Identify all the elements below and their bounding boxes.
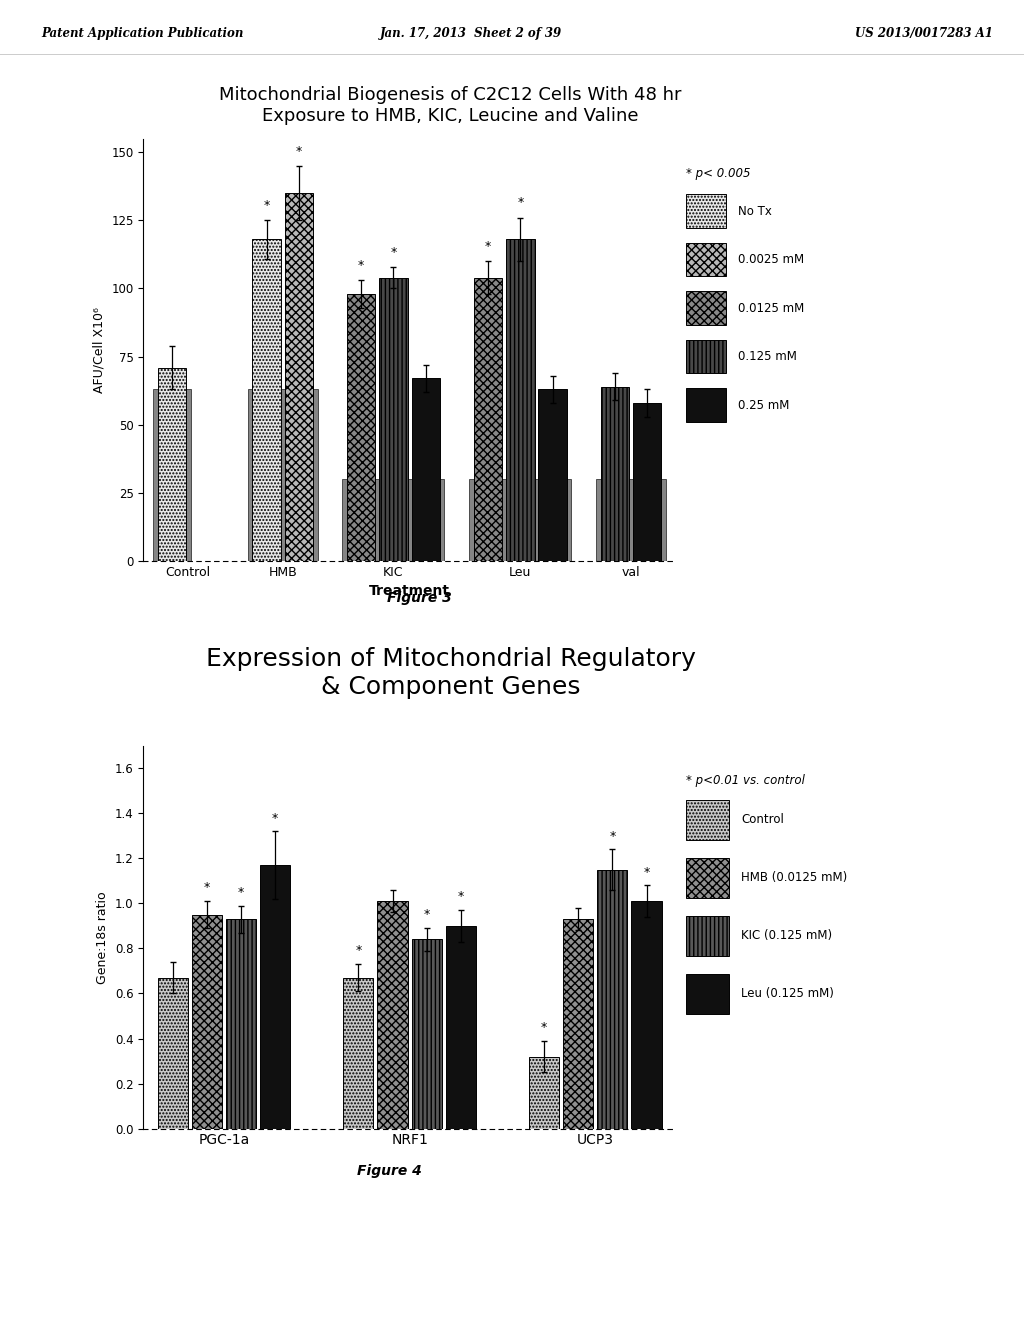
- Text: *: *: [358, 259, 365, 272]
- Bar: [469, 479, 571, 561]
- Bar: [686, 243, 726, 276]
- Text: Mitochondrial Biogenesis of C2C12 Cells With 48 hr
Exposure to HMB, KIC, Leucine: Mitochondrial Biogenesis of C2C12 Cells …: [219, 86, 682, 124]
- Bar: [597, 870, 628, 1129]
- Text: * p< 0.005: * p< 0.005: [686, 166, 751, 180]
- Text: *: *: [204, 882, 210, 895]
- Text: *: *: [458, 891, 464, 903]
- Bar: [686, 388, 726, 421]
- Bar: [260, 865, 291, 1129]
- Text: *: *: [643, 866, 649, 879]
- Text: Control: Control: [741, 813, 784, 826]
- Text: Leu (0.125 mM): Leu (0.125 mM): [741, 987, 835, 1001]
- Bar: [412, 379, 440, 561]
- Bar: [445, 925, 476, 1129]
- Text: *: *: [238, 886, 244, 899]
- Text: *: *: [484, 240, 492, 253]
- Text: 0.25 mM: 0.25 mM: [737, 399, 790, 412]
- Y-axis label: Gene:18s ratio: Gene:18s ratio: [96, 891, 110, 983]
- Bar: [226, 919, 256, 1129]
- Bar: [412, 940, 441, 1129]
- Bar: [596, 479, 666, 561]
- Text: 0.0125 mM: 0.0125 mM: [737, 301, 804, 314]
- Bar: [379, 277, 408, 561]
- Bar: [154, 389, 190, 561]
- Bar: [378, 902, 408, 1129]
- Bar: [601, 387, 629, 561]
- Bar: [563, 919, 593, 1129]
- Text: Jan. 17, 2013  Sheet 2 of 39: Jan. 17, 2013 Sheet 2 of 39: [380, 26, 562, 40]
- Bar: [248, 389, 317, 561]
- Y-axis label: AFU/Cell X10⁶: AFU/Cell X10⁶: [93, 306, 105, 393]
- Bar: [191, 915, 222, 1129]
- Text: Patent Application Publication: Patent Application Publication: [41, 26, 244, 40]
- Text: HMB (0.0125 mM): HMB (0.0125 mM): [741, 871, 848, 884]
- Text: 0.125 mM: 0.125 mM: [737, 350, 797, 363]
- Bar: [539, 389, 567, 561]
- X-axis label: Treatment: Treatment: [369, 585, 451, 598]
- Text: KIC (0.125 mM): KIC (0.125 mM): [741, 929, 833, 942]
- Bar: [633, 403, 662, 561]
- Text: * p<0.01 vs. control: * p<0.01 vs. control: [686, 774, 805, 787]
- Bar: [596, 479, 666, 561]
- Bar: [347, 294, 376, 561]
- Text: *: *: [272, 812, 279, 825]
- Text: *: *: [541, 1022, 547, 1034]
- Bar: [158, 978, 187, 1129]
- Text: *: *: [424, 908, 430, 921]
- Text: Figure 3: Figure 3: [387, 591, 453, 606]
- Bar: [248, 389, 317, 561]
- Bar: [342, 479, 444, 561]
- Bar: [686, 341, 726, 374]
- Bar: [285, 193, 313, 561]
- Bar: [469, 479, 571, 561]
- Bar: [252, 239, 281, 561]
- Text: Expression of Mitochondrial Regulatory
& Component Genes: Expression of Mitochondrial Regulatory &…: [206, 647, 695, 698]
- Bar: [686, 916, 729, 956]
- Text: *: *: [390, 246, 396, 259]
- Bar: [528, 1056, 559, 1129]
- Text: *: *: [517, 197, 523, 210]
- Bar: [343, 978, 374, 1129]
- Text: No Tx: No Tx: [737, 205, 771, 218]
- Text: Figure 4: Figure 4: [356, 1164, 422, 1179]
- Text: 0.0025 mM: 0.0025 mM: [737, 253, 804, 267]
- Text: *: *: [296, 145, 302, 157]
- Bar: [506, 239, 535, 561]
- Bar: [686, 194, 726, 227]
- Bar: [632, 902, 662, 1129]
- Bar: [342, 479, 444, 561]
- Text: *: *: [355, 945, 361, 957]
- Text: US 2013/0017283 A1: US 2013/0017283 A1: [855, 26, 993, 40]
- Bar: [686, 858, 729, 898]
- Bar: [686, 292, 726, 325]
- Text: *: *: [263, 199, 269, 213]
- Bar: [154, 389, 190, 561]
- Text: *: *: [609, 830, 615, 842]
- Bar: [686, 974, 729, 1014]
- Bar: [158, 367, 186, 561]
- Bar: [474, 277, 502, 561]
- Bar: [686, 800, 729, 840]
